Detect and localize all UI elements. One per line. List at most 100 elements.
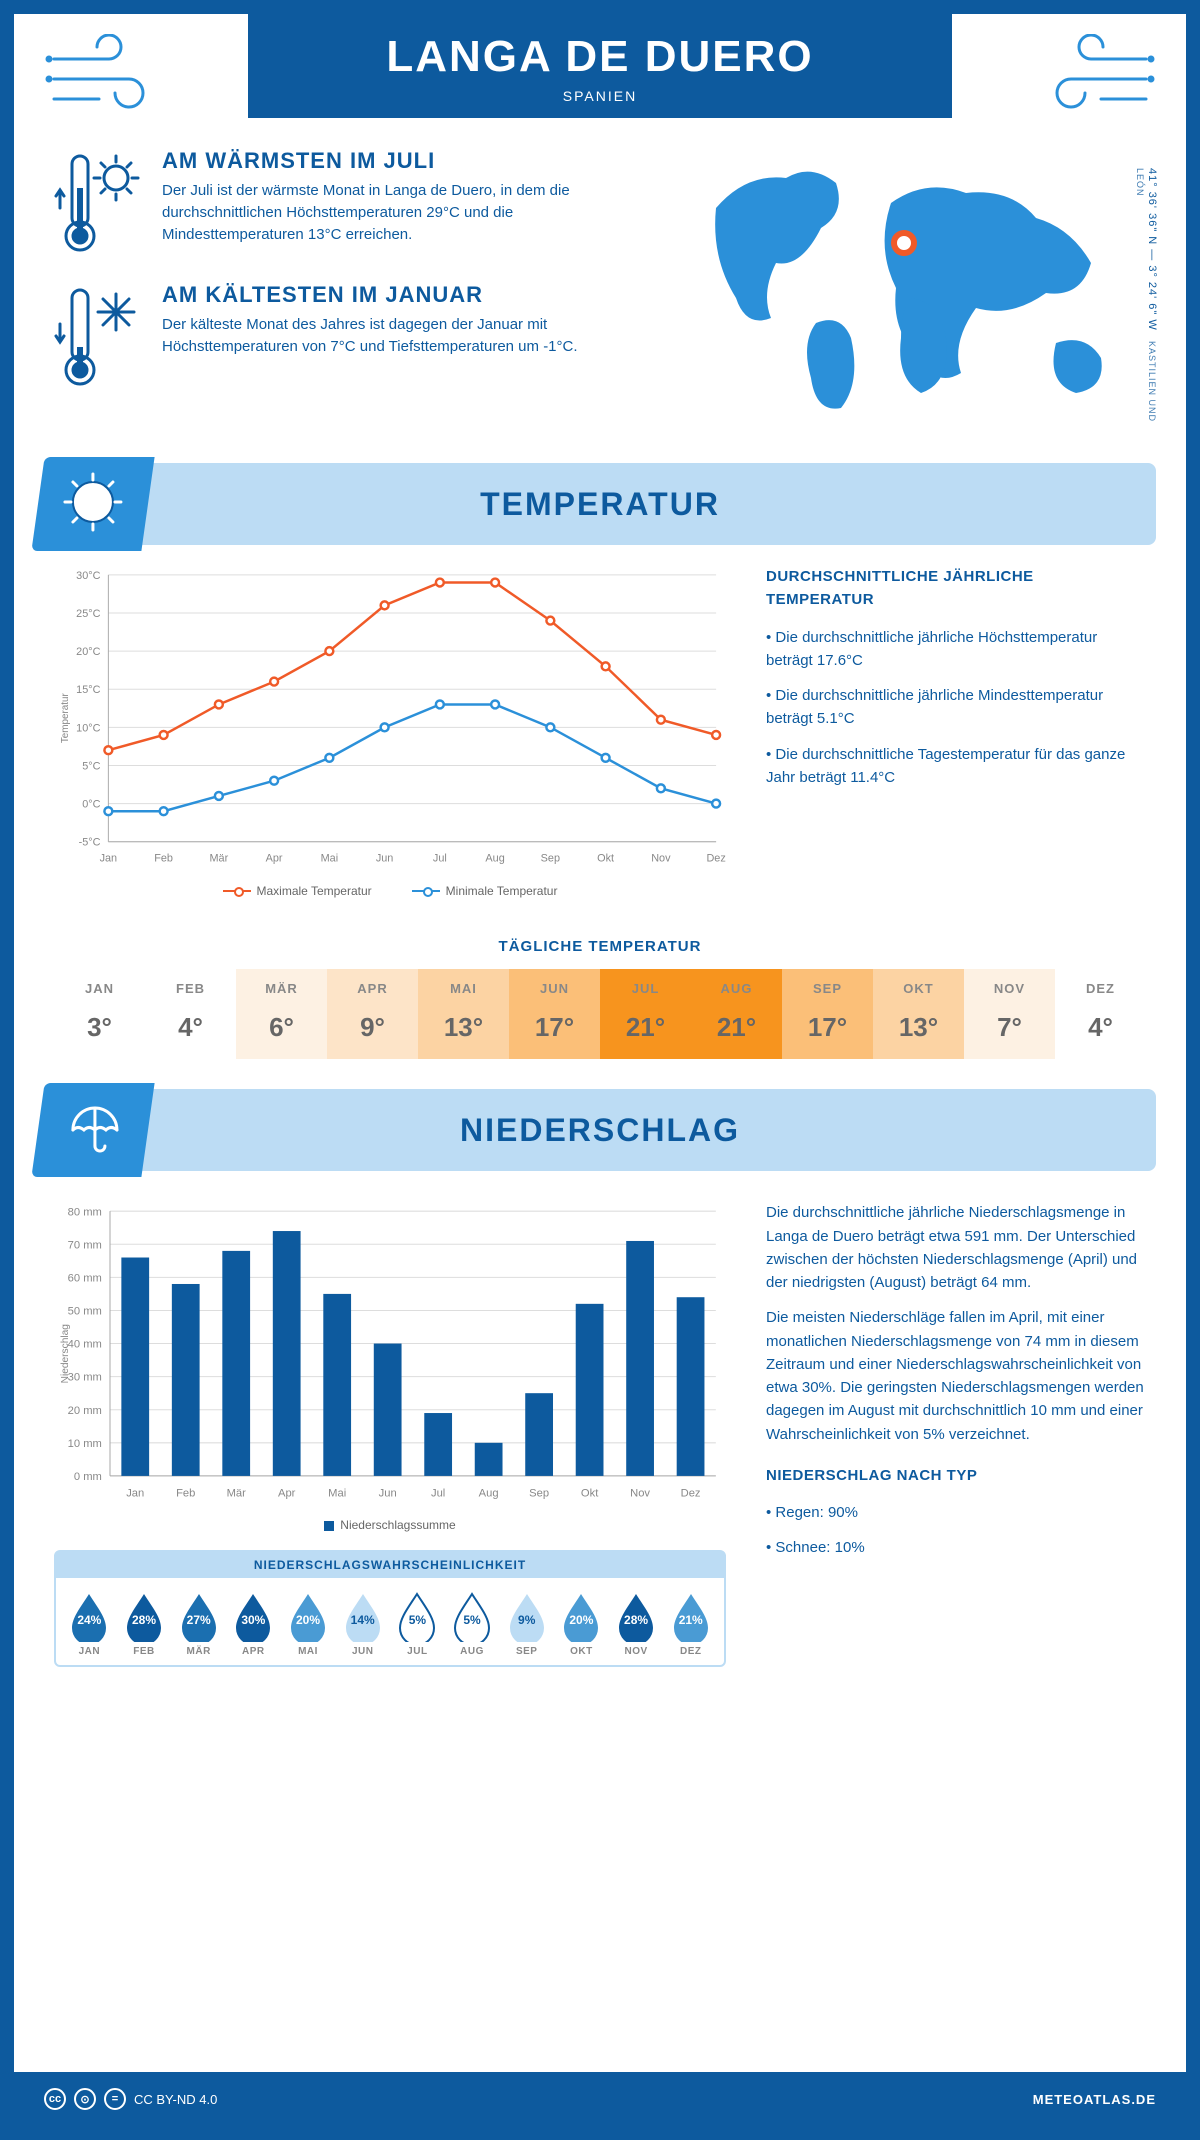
- svg-text:Dez: Dez: [706, 852, 725, 864]
- svg-text:Mär: Mär: [210, 852, 229, 864]
- svg-text:30 mm: 30 mm: [68, 1372, 102, 1384]
- svg-text:Nov: Nov: [651, 852, 671, 864]
- probability-drop: 30%APR: [226, 1590, 281, 1657]
- svg-text:0 mm: 0 mm: [74, 1471, 102, 1483]
- svg-text:Dez: Dez: [681, 1488, 701, 1500]
- sun-icon: [63, 472, 123, 532]
- daily-cell: JUL21°: [600, 969, 691, 1059]
- svg-text:50 mm: 50 mm: [68, 1306, 102, 1318]
- svg-text:15°C: 15°C: [76, 684, 100, 696]
- daily-cell: JAN3°: [54, 969, 145, 1059]
- daily-cell: JUN17°: [509, 969, 600, 1059]
- daily-cell: AUG21°: [691, 969, 782, 1059]
- probability-drop: 28%FEB: [117, 1590, 172, 1657]
- daily-cell: NOV7°: [964, 969, 1055, 1059]
- svg-text:Feb: Feb: [176, 1488, 195, 1500]
- by-icon: ⊙: [74, 2088, 96, 2110]
- svg-text:20°C: 20°C: [76, 646, 100, 658]
- svg-text:Apr: Apr: [278, 1488, 296, 1500]
- svg-text:10°C: 10°C: [76, 722, 100, 734]
- probability-drop: 9%SEP: [499, 1590, 554, 1657]
- country-name: SPANIEN: [248, 88, 951, 104]
- probability-drop: 20%OKT: [554, 1590, 609, 1657]
- svg-text:70 mm: 70 mm: [68, 1240, 102, 1252]
- svg-text:Okt: Okt: [581, 1488, 599, 1500]
- precip-type-title: NIEDERSCHLAG NACH TYP: [766, 1464, 1146, 1487]
- svg-text:30°C: 30°C: [76, 570, 100, 582]
- temp-text-title: DURCHSCHNITTLICHE JÄHRLICHE TEMPERATUR: [766, 565, 1146, 612]
- svg-text:Nov: Nov: [630, 1488, 650, 1500]
- fact-text: Der kälteste Monat des Jahres ist dagege…: [162, 314, 656, 358]
- coordinates: 41° 36' 36" N — 3° 24' 6" W KASTILIEN UN…: [1134, 168, 1158, 433]
- precipitation-bar-chart: 0 mm10 mm20 mm30 mm40 mm50 mm60 mm70 mm8…: [54, 1201, 726, 1506]
- svg-text:Mai: Mai: [328, 1488, 346, 1500]
- svg-text:Jun: Jun: [379, 1488, 397, 1500]
- svg-text:Mär: Mär: [227, 1488, 247, 1500]
- fact-text: Der Juli ist der wärmste Monat in Langa …: [162, 180, 656, 245]
- svg-text:Mai: Mai: [321, 852, 339, 864]
- svg-text:Apr: Apr: [266, 852, 283, 864]
- daily-temp-title: TÄGLICHE TEMPERATUR: [14, 938, 1186, 955]
- svg-text:25°C: 25°C: [76, 608, 100, 620]
- probability-drop: 5%AUG: [445, 1590, 500, 1657]
- section-title: TEMPERATUR: [44, 486, 1156, 523]
- precip-type: • Regen: 90%: [766, 1501, 1146, 1524]
- svg-text:0°C: 0°C: [82, 799, 100, 811]
- svg-text:-5°C: -5°C: [79, 837, 101, 849]
- precip-para: Die durchschnittliche jährliche Niedersc…: [766, 1201, 1146, 1294]
- daily-cell: OKT13°: [873, 969, 964, 1059]
- svg-text:Jun: Jun: [376, 852, 394, 864]
- section-header-precipitation: NIEDERSCHLAG: [44, 1089, 1156, 1171]
- probability-drop: 5%JUL: [390, 1590, 445, 1657]
- svg-text:Temperatur: Temperatur: [60, 692, 71, 743]
- probability-drop: 14%JUN: [335, 1590, 390, 1657]
- daily-cell: MÄR6°: [236, 969, 327, 1059]
- temp-bullet: • Die durchschnittliche Tagestemperatur …: [766, 743, 1146, 790]
- daily-cell: FEB4°: [145, 969, 236, 1059]
- svg-text:Jan: Jan: [126, 1488, 144, 1500]
- probability-drop: 21%DEZ: [663, 1590, 718, 1657]
- svg-text:Sep: Sep: [541, 852, 560, 864]
- nd-icon: =: [104, 2088, 126, 2110]
- svg-text:20 mm: 20 mm: [68, 1405, 102, 1417]
- temp-bullet: • Die durchschnittliche jährliche Höchst…: [766, 626, 1146, 673]
- chart-legend: Maximale Temperatur Minimale Temperatur: [54, 884, 726, 898]
- fact-coldest: AM KÄLTESTEN IM JANUAR Der kälteste Mona…: [54, 282, 656, 392]
- temp-bullet: • Die durchschnittliche jährliche Mindes…: [766, 684, 1146, 731]
- fact-title: AM WÄRMSTEN IM JULI: [162, 148, 656, 174]
- probability-drop: 20%MAI: [281, 1590, 336, 1657]
- svg-text:Okt: Okt: [597, 852, 614, 864]
- svg-text:Jul: Jul: [433, 852, 447, 864]
- precip-para: Die meisten Niederschläge fallen im Apri…: [766, 1306, 1146, 1446]
- fact-title: AM KÄLTESTEN IM JANUAR: [162, 282, 656, 308]
- daily-cell: SEP17°: [782, 969, 873, 1059]
- cc-icon: cc: [44, 2088, 66, 2110]
- temperature-line-chart: -5°C0°C5°C10°C15°C20°C25°C30°CJanFebMärA…: [54, 565, 726, 871]
- wind-icon: [44, 34, 164, 124]
- svg-text:Sep: Sep: [529, 1488, 549, 1500]
- svg-text:Aug: Aug: [479, 1488, 499, 1500]
- world-map-icon: [686, 148, 1146, 428]
- probability-drop: 28%NOV: [609, 1590, 664, 1657]
- umbrella-icon: [63, 1098, 123, 1158]
- title-banner: LANGA DE DUERO SPANIEN: [248, 14, 951, 118]
- section-title: NIEDERSCHLAG: [44, 1112, 1156, 1149]
- svg-text:Niederschlag: Niederschlag: [60, 1324, 71, 1383]
- svg-text:Jan: Jan: [100, 852, 118, 864]
- daily-cell: APR9°: [327, 969, 418, 1059]
- svg-text:Feb: Feb: [154, 852, 173, 864]
- precip-type: • Schnee: 10%: [766, 1536, 1146, 1559]
- footer: cc ⊙ = CC BY-ND 4.0 METEOATLAS.DE: [14, 2072, 1186, 2126]
- site-name: METEOATLAS.DE: [1033, 2092, 1156, 2107]
- svg-text:60 mm: 60 mm: [68, 1273, 102, 1285]
- probability-drop: 27%MÄR: [171, 1590, 226, 1657]
- precipitation-probability-box: NIEDERSCHLAGSWAHRSCHEINLICHKEIT 24%JAN28…: [54, 1550, 726, 1667]
- thermometer-cold-icon: [54, 282, 144, 392]
- license-text: CC BY-ND 4.0: [134, 2092, 217, 2107]
- probability-drop: 24%JAN: [62, 1590, 117, 1657]
- fact-warmest: AM WÄRMSTEN IM JULI Der Juli ist der wär…: [54, 148, 656, 258]
- svg-text:40 mm: 40 mm: [68, 1339, 102, 1351]
- chart-legend: Niederschlagssumme: [54, 1518, 726, 1532]
- daily-temp-table: JAN3°FEB4°MÄR6°APR9°MAI13°JUN17°JUL21°AU…: [54, 969, 1146, 1059]
- svg-text:80 mm: 80 mm: [68, 1207, 102, 1219]
